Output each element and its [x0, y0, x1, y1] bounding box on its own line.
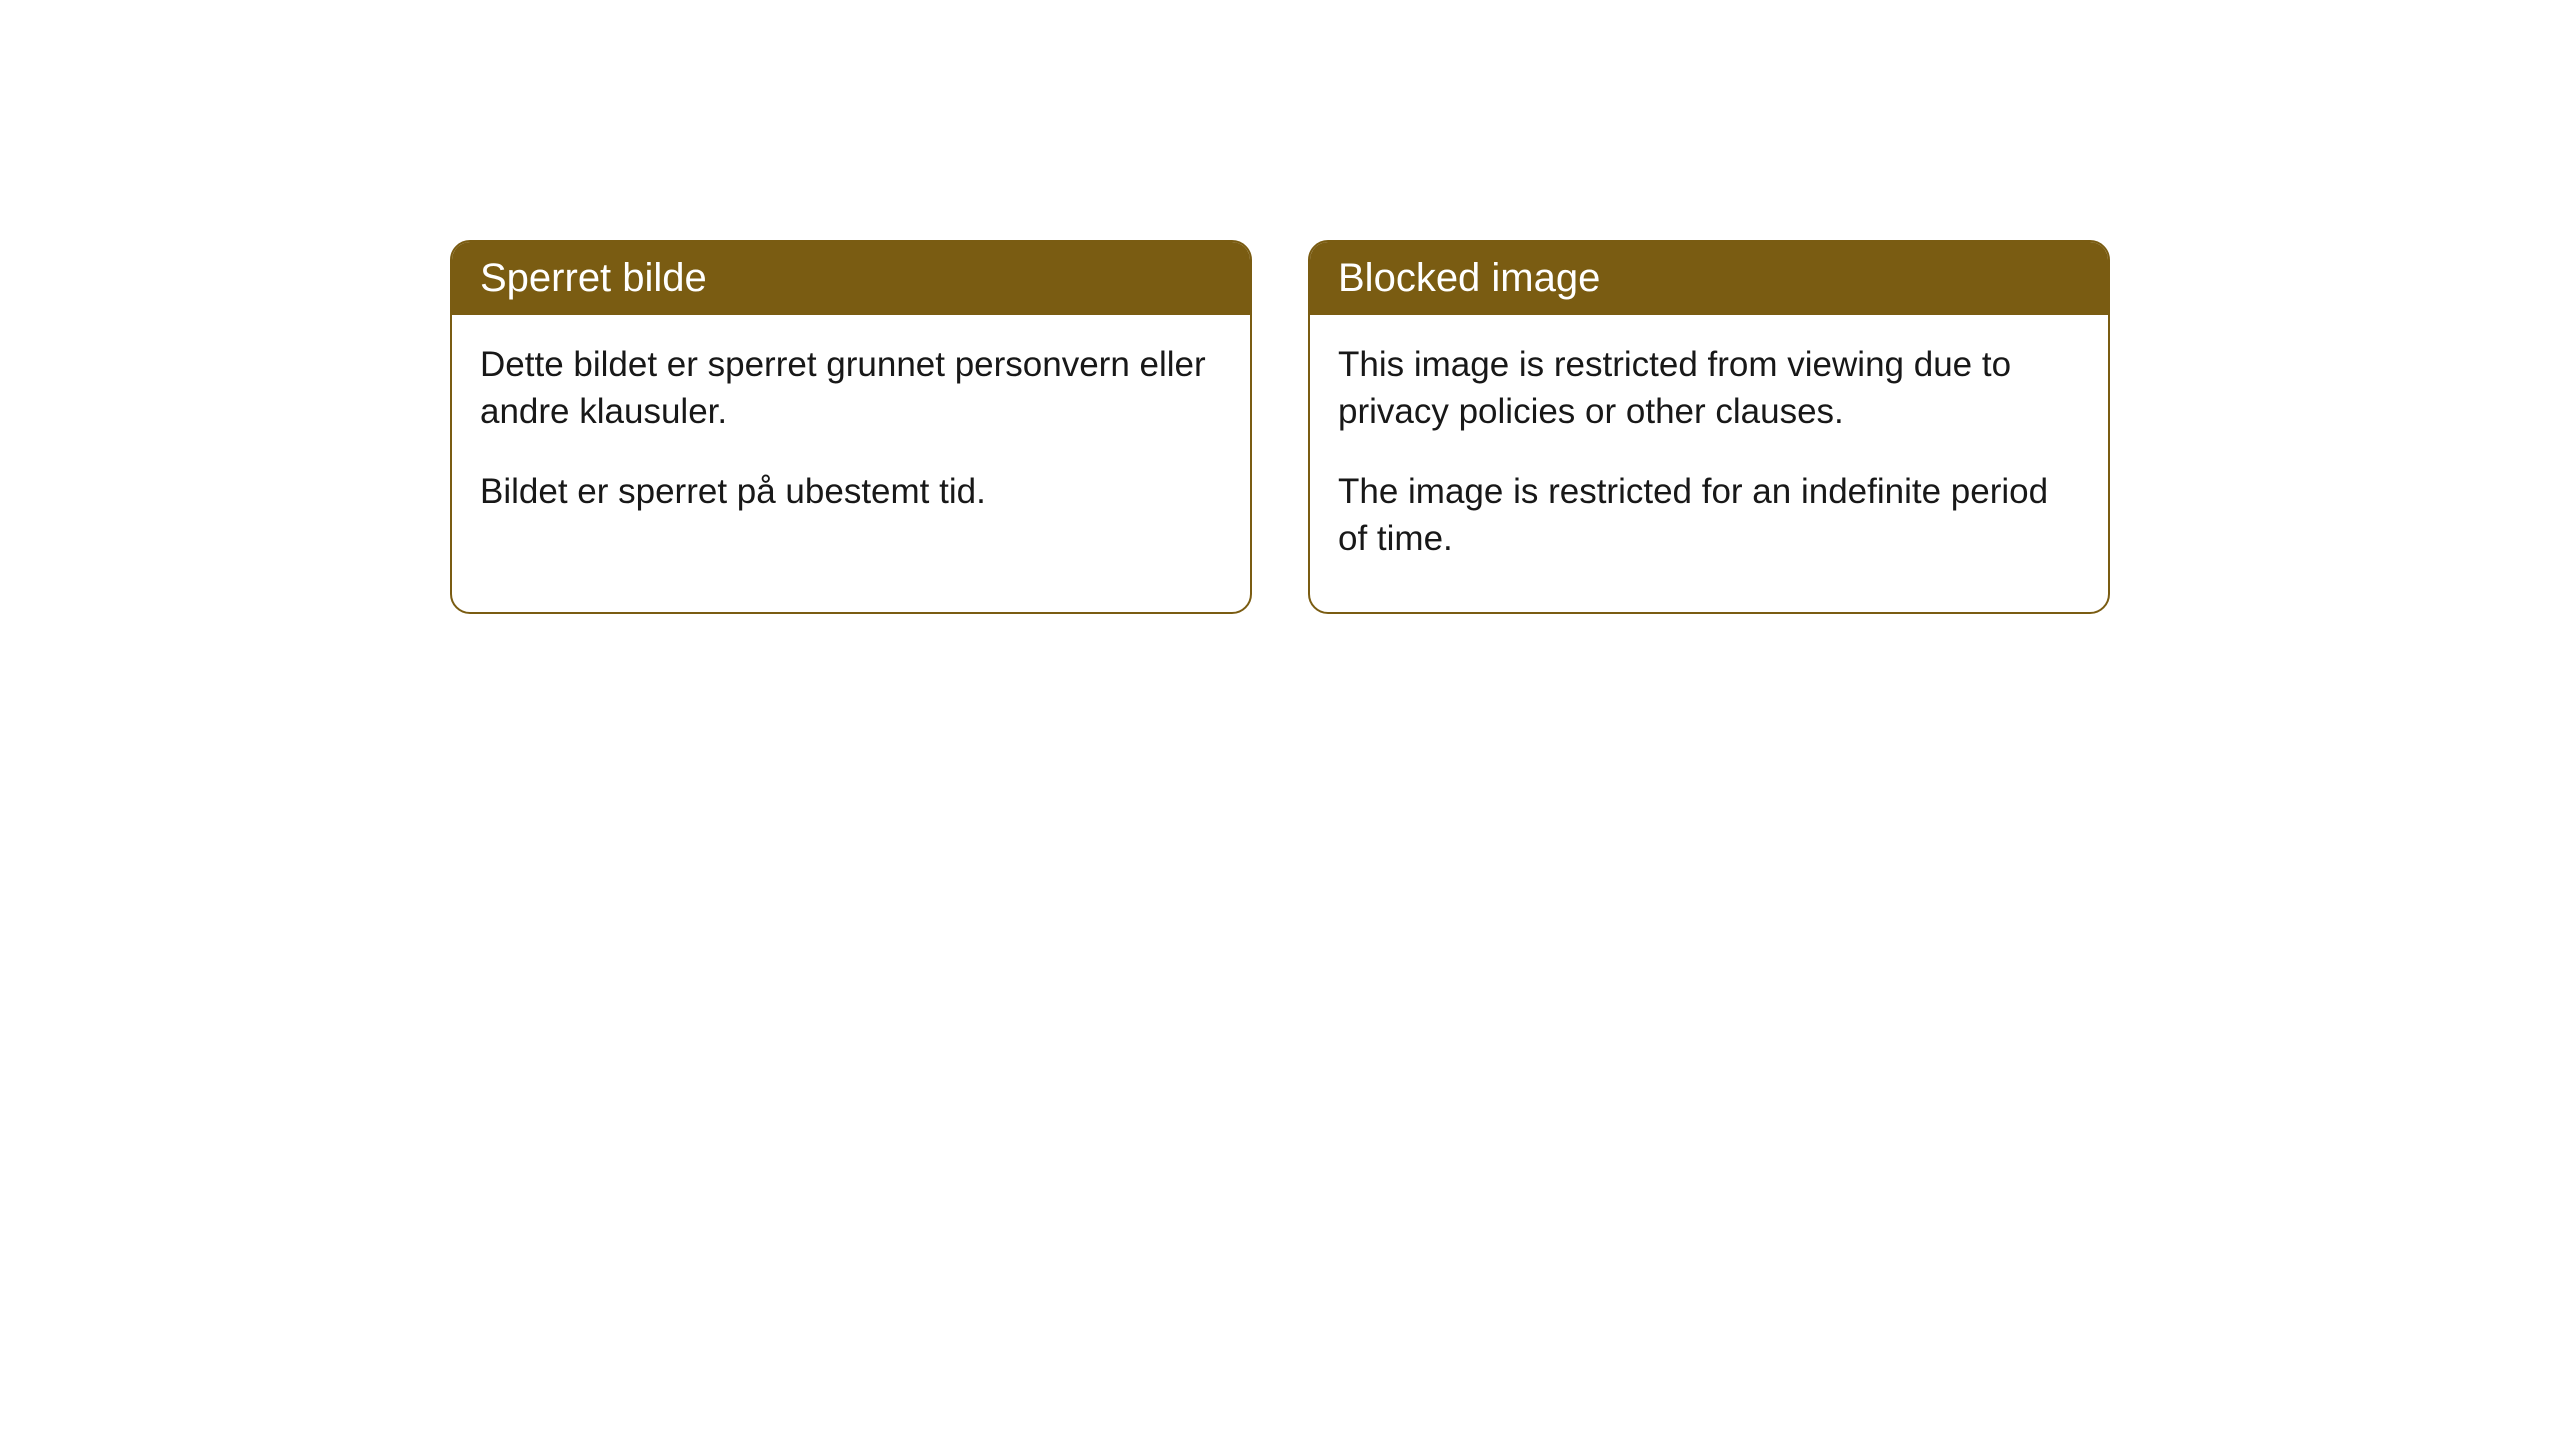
card-title: Blocked image — [1338, 256, 1600, 300]
card-paragraph: The image is restricted for an indefinit… — [1338, 468, 2080, 563]
card-body: Dette bildet er sperret grunnet personve… — [452, 315, 1250, 565]
card-title: Sperret bilde — [480, 256, 707, 300]
card-paragraph: Dette bildet er sperret grunnet personve… — [480, 341, 1222, 436]
blocked-image-card-norwegian: Sperret bilde Dette bildet er sperret gr… — [450, 240, 1252, 614]
blocked-image-card-english: Blocked image This image is restricted f… — [1308, 240, 2110, 614]
card-paragraph: Bildet er sperret på ubestemt tid. — [480, 468, 1222, 515]
card-paragraph: This image is restricted from viewing du… — [1338, 341, 2080, 436]
card-body: This image is restricted from viewing du… — [1310, 315, 2108, 612]
card-header: Blocked image — [1310, 242, 2108, 315]
card-header: Sperret bilde — [452, 242, 1250, 315]
notification-cards-container: Sperret bilde Dette bildet er sperret gr… — [0, 0, 2560, 614]
